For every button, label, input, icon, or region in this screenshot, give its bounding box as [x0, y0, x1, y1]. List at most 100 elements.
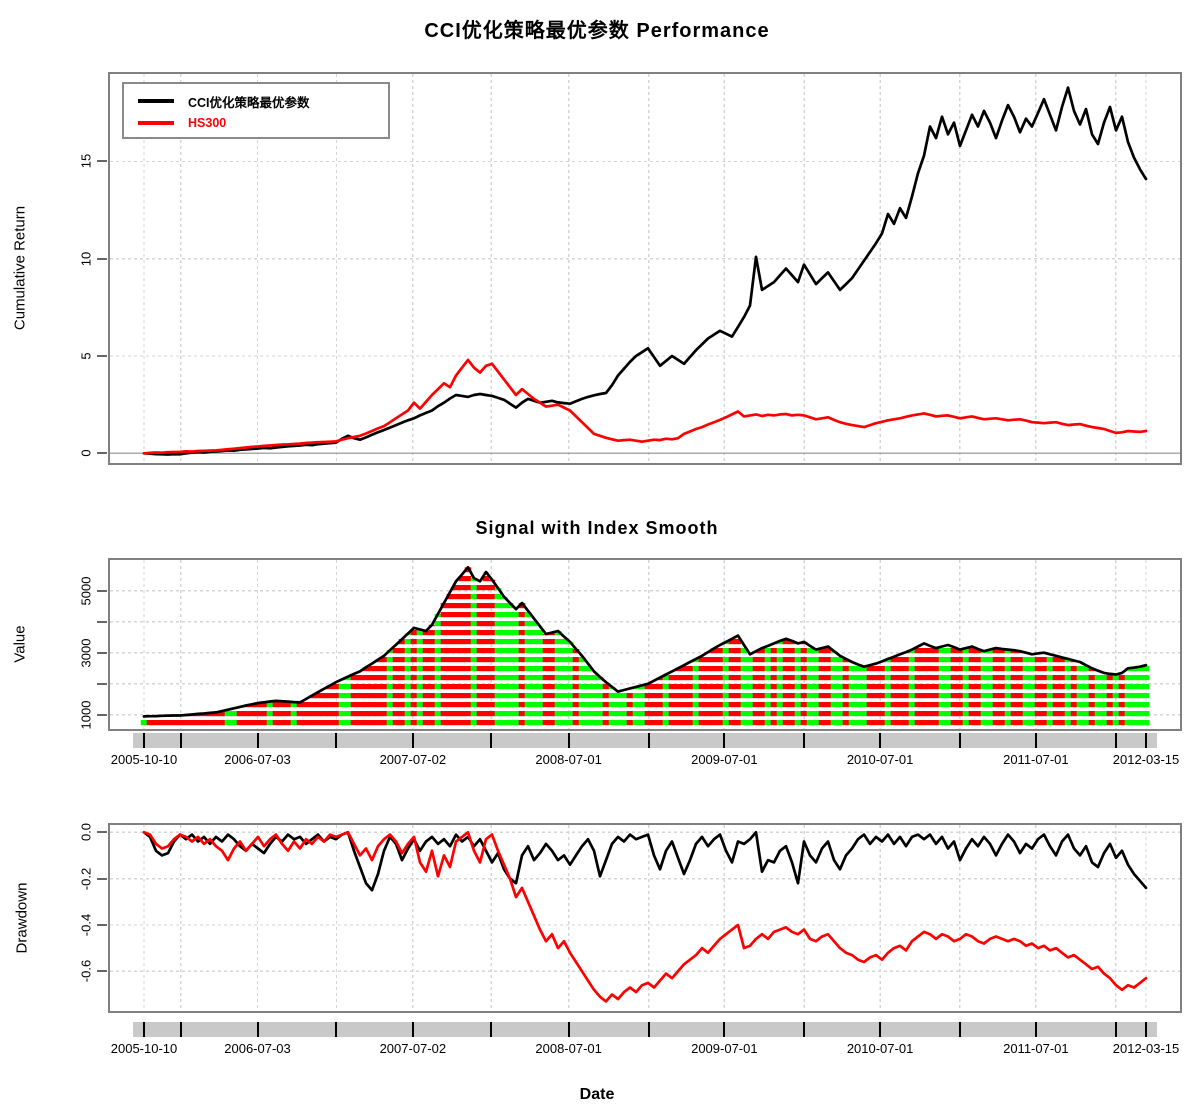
- signal-bar-red: [302, 699, 310, 730]
- signal-bar-green: [620, 690, 628, 730]
- signal-bar-red: [236, 706, 244, 730]
- signal-bar-red: [770, 643, 778, 730]
- signal-bar-red: [878, 661, 886, 730]
- signal-bar-red: [308, 695, 316, 730]
- y-tick-mark: [97, 589, 107, 592]
- signal-bar-green: [722, 641, 730, 730]
- signal-bar-red: [332, 682, 340, 730]
- chart-title-signal: Signal with Index Smooth: [475, 518, 719, 538]
- signal-bar-green: [962, 648, 970, 730]
- signal-bar-red: [902, 652, 910, 730]
- signal-bar-red: [542, 634, 550, 730]
- date-tick-mark: [1114, 733, 1117, 748]
- signal-bar-red: [824, 646, 832, 730]
- signal-bar-red: [968, 646, 976, 730]
- y-tick-label-text: 0.0: [78, 823, 94, 842]
- signal-bar-red: [650, 680, 658, 730]
- signal-bar-red: [452, 581, 460, 730]
- panel-border: [108, 72, 1182, 465]
- signal-bar-green: [692, 658, 700, 730]
- signal-bar-red: [200, 713, 208, 730]
- signal-bar-red: [932, 648, 940, 730]
- signal-bar-red: [956, 649, 964, 730]
- signal-bar-red: [476, 581, 484, 730]
- signal-bar-red: [1052, 655, 1060, 730]
- signal-bar-red: [356, 671, 364, 730]
- y-tick-mark: [97, 651, 107, 654]
- signal-bar-red: [422, 630, 430, 730]
- y-tick-mark: [97, 452, 107, 455]
- date-tick-mark: [256, 1022, 259, 1037]
- panel-border: [108, 558, 1182, 731]
- signal-bar-green: [506, 603, 514, 730]
- signal-bar-green: [1136, 666, 1144, 730]
- signal-bar-red: [488, 579, 496, 730]
- signal-bar-green: [566, 641, 574, 730]
- date-tick-mark: [1114, 1022, 1117, 1037]
- hs300-line-swatch: [138, 120, 174, 125]
- signal-bar-red: [296, 702, 304, 730]
- drawdown-chart: [108, 823, 1182, 1013]
- signal-bar-green: [812, 649, 820, 730]
- legend-item-strategy: CCI优化策略最优参数: [138, 92, 388, 111]
- signal-bar-red: [974, 649, 982, 730]
- date-tick-mark: [1034, 1022, 1037, 1037]
- date-tick-mark: [958, 1022, 961, 1037]
- signal-bar-red: [212, 712, 220, 730]
- signal-bar-red: [890, 656, 898, 730]
- date-tick-mark: [567, 733, 570, 748]
- signal-bar-red: [1034, 653, 1042, 730]
- signal-bar-red: [146, 716, 154, 730]
- signal-bar-green: [638, 685, 646, 730]
- panel-border: [108, 823, 1182, 1013]
- signal-bar-red: [170, 715, 178, 730]
- signal-bar-red: [674, 668, 682, 730]
- date-tick-label: 2011-07-01: [1003, 752, 1069, 767]
- signal-bar-red: [1070, 660, 1078, 730]
- signal-bar-green: [494, 588, 502, 730]
- signal-bar-green: [854, 664, 862, 730]
- y-tick-label-text: 5: [78, 352, 94, 360]
- y-tick-label-text: -0.4: [78, 913, 94, 937]
- signal-bar-red: [572, 649, 580, 730]
- signal-bar-red: [644, 683, 652, 730]
- signal-bar-red: [398, 639, 406, 730]
- signal-bar-red: [782, 638, 790, 730]
- signal-bar-red: [752, 651, 760, 730]
- signal-bar-red: [1016, 651, 1024, 730]
- signal-bar-red: [350, 673, 358, 730]
- date-tick-label: 2008-07-01: [535, 1041, 602, 1056]
- date-tick-mark: [1145, 733, 1147, 748]
- signal-bar-green: [1022, 652, 1030, 730]
- signal-bar-red: [602, 682, 610, 730]
- date-tick-label: 2011-07-01: [1003, 1041, 1069, 1056]
- signal-bar-green: [224, 709, 232, 730]
- y-tick-label-text: 10: [78, 251, 94, 266]
- date-tick-mark: [143, 1022, 145, 1037]
- date-tick-mark: [723, 1022, 726, 1037]
- signal-bar-red: [164, 715, 172, 730]
- signal-bar-red: [914, 646, 922, 730]
- signal-bar-red: [440, 603, 448, 730]
- signal-bar-red: [1058, 657, 1066, 730]
- y-tick-label-text: -0.6: [78, 960, 94, 983]
- signal-bar-green: [740, 644, 748, 730]
- legend-box: CCI优化策略最优参数 HS300: [122, 82, 390, 139]
- signal-bar-red: [1010, 650, 1018, 730]
- y-tick-mark: [97, 682, 107, 685]
- series-line: [142, 565, 1148, 718]
- signal-bar-green: [524, 610, 532, 730]
- signal-bar-red: [896, 654, 904, 730]
- signal-bar-green: [500, 596, 508, 730]
- signal-bar-red: [254, 703, 262, 730]
- date-tick-mark: [647, 733, 650, 748]
- chart-title-performance: CCI优化策略最优参数 Performance: [424, 20, 770, 42]
- signal-bar-green: [614, 691, 622, 730]
- legend-label-strategy: CCI优化策略最优参数: [188, 95, 310, 110]
- signal-bar-red: [866, 665, 874, 730]
- signal-bar-green: [578, 655, 586, 730]
- signal-bar-red: [272, 700, 280, 730]
- signal-bar-green: [830, 651, 838, 730]
- legend-label-hs300: HS300: [188, 115, 227, 130]
- signal-bar-green: [1064, 658, 1072, 730]
